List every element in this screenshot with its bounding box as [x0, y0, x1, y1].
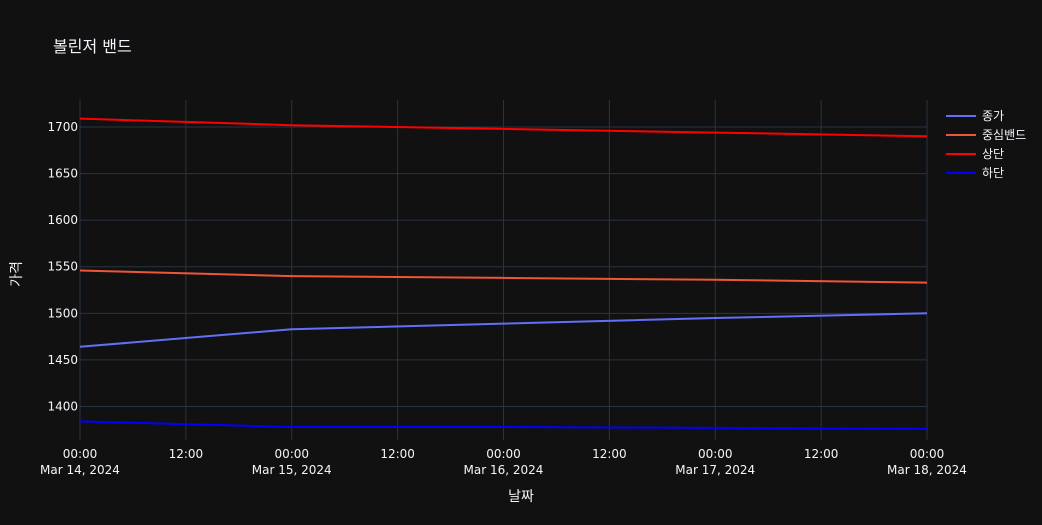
legend-label-lower-band: 하단	[982, 166, 1005, 180]
legend-label-middle-band: 중심밴드	[982, 128, 1027, 142]
legend: 종가 중심밴드 상단 하단	[946, 106, 1026, 182]
y-axis-title: 가격	[9, 261, 25, 287]
legend-item-lower-band[interactable]: 하단	[946, 163, 1026, 182]
x-tick-label: 00:00	[486, 447, 521, 461]
x-tick-date-label: Mar 14, 2024	[40, 463, 120, 477]
x-axis-title: 날짜	[508, 489, 534, 505]
x-tick-label: 12:00	[804, 447, 839, 461]
legend-swatch-upper-band	[946, 152, 976, 155]
series-line-upper-band	[79, 117, 928, 138]
x-tick-label: 12:00	[169, 447, 204, 461]
x-tick-label: 00:00	[274, 447, 309, 461]
legend-item-middle-band[interactable]: 중심밴드	[946, 125, 1026, 144]
legend-item-close[interactable]: 종가	[946, 106, 1026, 125]
x-tick-label: 00:00	[63, 447, 98, 461]
legend-swatch-middle-band	[946, 133, 976, 136]
y-tick-label: 1550	[47, 260, 78, 274]
x-tick-date-label: Mar 18, 2024	[887, 463, 967, 477]
chart-title: 볼린저 밴드	[53, 37, 132, 56]
y-tick-label: 1450	[47, 353, 78, 367]
legend-swatch-lower-band	[946, 171, 976, 174]
series-line-close	[79, 312, 928, 348]
x-tick-date-label: Mar 17, 2024	[675, 463, 755, 477]
x-tick-label: 00:00	[698, 447, 733, 461]
y-tick-label: 1700	[47, 120, 78, 134]
y-tick-label: 1600	[47, 213, 78, 227]
legend-swatch-close	[946, 114, 976, 117]
y-tick-label: 1400	[47, 399, 78, 413]
y-tick-label: 1500	[47, 306, 78, 320]
series-line-middle-band	[79, 269, 928, 284]
legend-item-upper-band[interactable]: 상단	[946, 144, 1026, 163]
x-tick-label: 12:00	[592, 447, 627, 461]
x-tick-label: 00:00	[910, 447, 945, 461]
legend-label-close: 종가	[982, 109, 1005, 123]
series-line-lower-band	[79, 420, 928, 430]
legend-label-upper-band: 상단	[982, 147, 1005, 161]
x-tick-date-label: Mar 15, 2024	[252, 463, 332, 477]
x-tick-date-label: Mar 16, 2024	[464, 463, 544, 477]
y-tick-label: 1650	[47, 167, 78, 181]
x-tick-label: 12:00	[380, 447, 415, 461]
